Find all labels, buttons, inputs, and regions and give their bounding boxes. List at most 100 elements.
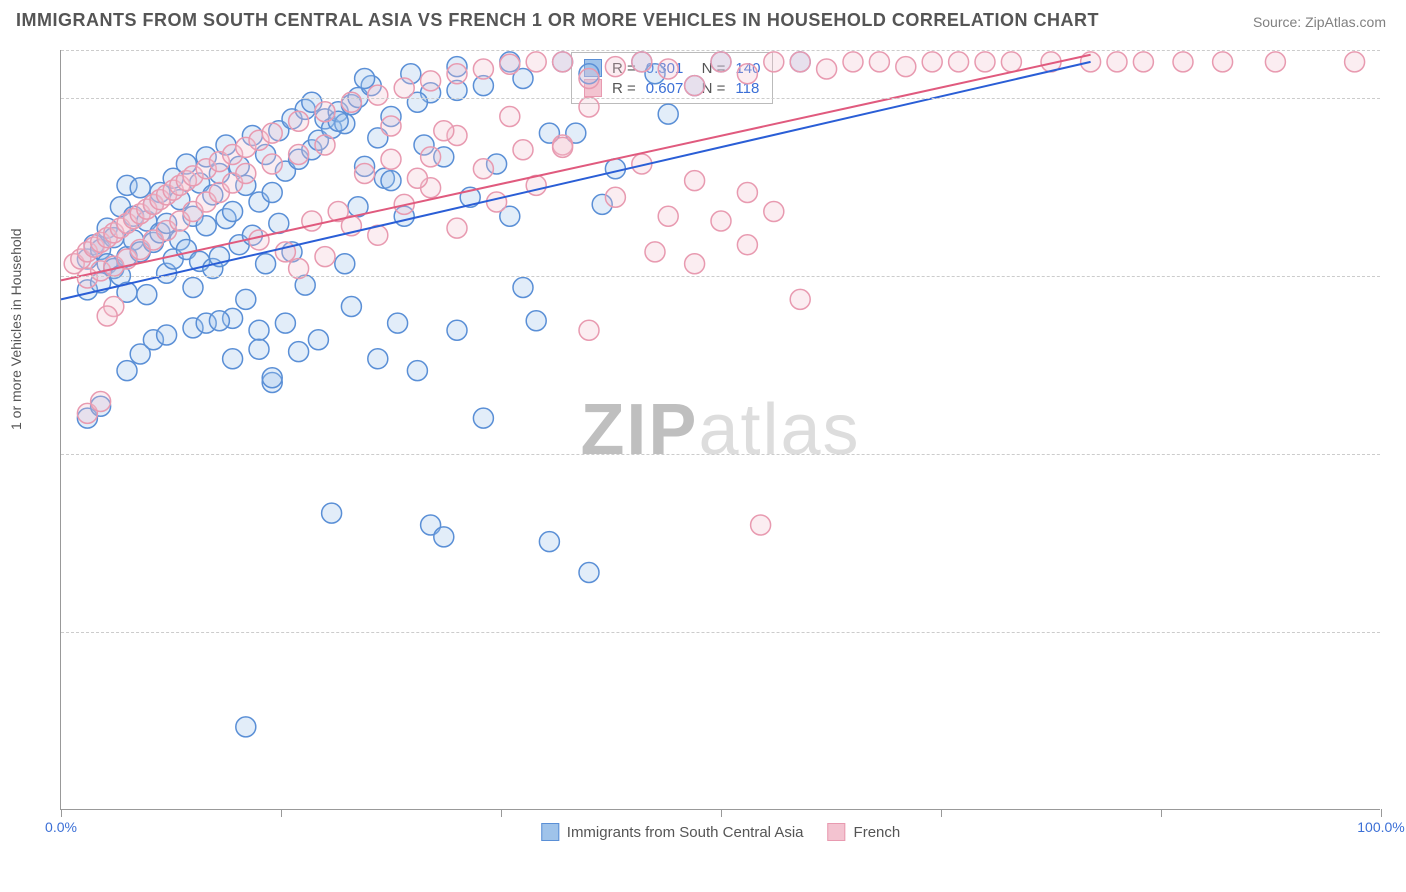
- scatter-point-series-1: [249, 230, 269, 250]
- scatter-point-series-1: [922, 52, 942, 72]
- scatter-point-series-1: [764, 202, 784, 222]
- scatter-point-series-1: [1173, 52, 1193, 72]
- scatter-point-series-0: [355, 69, 375, 89]
- scatter-point-series-0: [407, 361, 427, 381]
- scatter-point-series-1: [949, 52, 969, 72]
- gridline-h: [61, 454, 1380, 455]
- scatter-point-series-1: [843, 52, 863, 72]
- scatter-point-series-1: [1133, 52, 1153, 72]
- x-tick: [61, 809, 62, 817]
- scatter-point-series-0: [157, 325, 177, 345]
- scatter-point-series-1: [553, 52, 573, 72]
- scatter-point-series-1: [975, 52, 995, 72]
- legend-bottom-label-0: Immigrants from South Central Asia: [567, 824, 804, 841]
- x-tick: [1161, 809, 1162, 817]
- scatter-point-series-1: [289, 111, 309, 131]
- scatter-point-series-1: [421, 147, 441, 167]
- scatter-point-series-0: [249, 320, 269, 340]
- scatter-point-series-1: [1107, 52, 1127, 72]
- scatter-point-series-0: [223, 202, 243, 222]
- scatter-point-series-0: [579, 563, 599, 583]
- scatter-point-series-0: [183, 278, 203, 298]
- scatter-point-series-1: [658, 206, 678, 226]
- scatter-point-series-1: [579, 320, 599, 340]
- scatter-point-series-1: [407, 168, 427, 188]
- scatter-point-series-1: [473, 159, 493, 179]
- legend-bottom-item-0: Immigrants from South Central Asia: [541, 823, 804, 841]
- scatter-point-series-1: [315, 102, 335, 122]
- gridline-h: [61, 50, 1380, 51]
- scatter-point-series-0: [256, 254, 276, 274]
- gridline-h: [61, 276, 1380, 277]
- scatter-point-series-1: [275, 242, 295, 262]
- scatter-point-series-0: [249, 339, 269, 359]
- scatter-point-series-1: [500, 54, 520, 74]
- scatter-point-series-1: [302, 211, 322, 231]
- scatter-point-series-1: [315, 135, 335, 155]
- scatter-point-series-1: [751, 515, 771, 535]
- scatter-point-series-1: [737, 183, 757, 203]
- scatter-point-series-1: [289, 145, 309, 165]
- x-tick: [1381, 809, 1382, 817]
- scatter-point-series-1: [262, 154, 282, 174]
- scatter-point-series-0: [658, 104, 678, 124]
- scatter-point-series-1: [658, 59, 678, 79]
- scatter-point-series-1: [605, 57, 625, 77]
- scatter-point-series-0: [137, 285, 157, 305]
- scatter-point-series-0: [117, 361, 137, 381]
- plot-area: ZIPatlas R = 0.301 N = 140 R = 0.607 N =…: [60, 50, 1380, 810]
- scatter-point-series-1: [1001, 52, 1021, 72]
- scatter-point-series-0: [335, 254, 355, 274]
- scatter-point-series-1: [91, 392, 111, 412]
- scatter-point-series-1: [737, 64, 757, 84]
- scatter-point-series-1: [711, 52, 731, 72]
- legend-bottom-item-1: French: [828, 823, 901, 841]
- scatter-point-series-1: [447, 64, 467, 84]
- scatter-point-series-0: [262, 183, 282, 203]
- scatter-point-series-1: [447, 218, 467, 238]
- scatter-point-series-0: [605, 159, 625, 179]
- scatter-point-series-1: [553, 137, 573, 157]
- scatter-point-series-1: [685, 171, 705, 191]
- scatter-point-series-1: [97, 306, 117, 326]
- scatter-point-series-1: [579, 97, 599, 117]
- scatter-point-series-1: [1265, 52, 1285, 72]
- source-label: Source: ZipAtlas.com: [1253, 14, 1386, 30]
- y-axis-label: 1 or more Vehicles in Household: [8, 228, 24, 430]
- legend-bottom-swatch-1: [828, 823, 846, 841]
- scatter-point-series-0: [236, 717, 256, 737]
- scatter-point-series-1: [1213, 52, 1233, 72]
- scatter-point-series-0: [130, 178, 150, 198]
- scatter-point-series-1: [487, 192, 507, 212]
- scatter-point-series-1: [394, 78, 414, 98]
- legend-bottom: Immigrants from South Central Asia Frenc…: [541, 823, 900, 841]
- scatter-point-series-1: [368, 85, 388, 105]
- gridline-h: [61, 98, 1380, 99]
- scatter-point-series-1: [381, 149, 401, 169]
- scatter-point-series-1: [1345, 52, 1365, 72]
- scatter-point-series-1: [711, 211, 731, 231]
- scatter-point-series-0: [539, 532, 559, 552]
- scatter-point-series-1: [500, 107, 520, 127]
- scatter-point-series-1: [341, 92, 361, 112]
- scatter-point-series-1: [896, 57, 916, 77]
- scatter-point-series-1: [315, 247, 335, 267]
- legend-bottom-swatch-0: [541, 823, 559, 841]
- scatter-point-series-0: [473, 408, 493, 428]
- scatter-point-series-1: [526, 52, 546, 72]
- scatter-point-series-1: [790, 289, 810, 309]
- scatter-point-series-1: [355, 164, 375, 184]
- x-tick-label: 100.0%: [1357, 819, 1404, 835]
- scatter-point-series-1: [381, 116, 401, 136]
- scatter-point-series-0: [322, 503, 342, 523]
- scatter-point-series-1: [764, 52, 784, 72]
- scatter-point-series-1: [869, 52, 889, 72]
- scatter-point-series-1: [817, 59, 837, 79]
- scatter-point-series-0: [381, 171, 401, 191]
- scatter-point-series-1: [605, 187, 625, 207]
- chart-title: IMMIGRANTS FROM SOUTH CENTRAL ASIA VS FR…: [16, 10, 1099, 31]
- scatter-point-series-0: [513, 278, 533, 298]
- scatter-point-series-0: [526, 311, 546, 331]
- scatter-point-series-1: [645, 242, 665, 262]
- scatter-point-series-0: [434, 527, 454, 547]
